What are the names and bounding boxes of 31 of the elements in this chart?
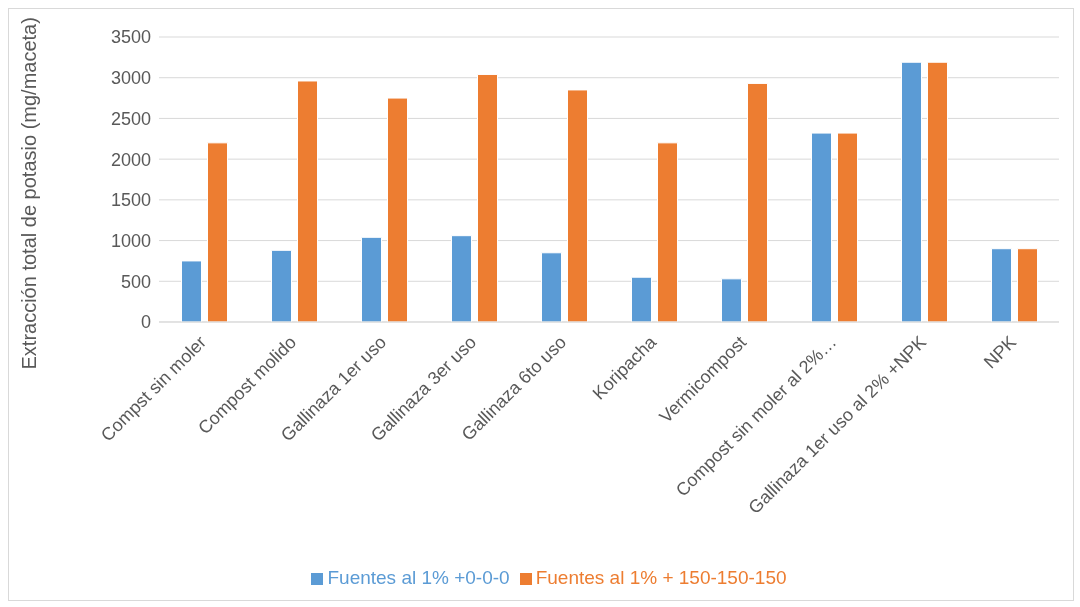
bar — [747, 82, 768, 322]
y-tick-label: 1000 — [110, 230, 151, 251]
y-tick-label: 2000 — [110, 149, 151, 170]
y-tick-label: 2500 — [110, 108, 151, 129]
bar — [181, 260, 202, 322]
bar — [657, 142, 678, 322]
bar — [297, 80, 318, 322]
bar — [811, 132, 832, 322]
bar — [541, 252, 562, 322]
bar — [271, 249, 292, 322]
bar — [991, 248, 1012, 322]
legend-label: Fuentes al 1% +0-0-0 — [327, 567, 510, 588]
bar — [477, 73, 498, 322]
bar — [901, 61, 922, 322]
bar — [207, 142, 228, 322]
bar — [387, 97, 408, 322]
bar — [721, 278, 742, 322]
y-tick-label: 3500 — [110, 27, 151, 48]
y-tick-label: 1500 — [110, 190, 151, 211]
y-tick-label: 500 — [120, 271, 151, 292]
bar — [451, 235, 472, 322]
legend-label: Fuentes al 1% + 150-150-150 — [535, 567, 787, 588]
y-tick-label: 3000 — [110, 68, 151, 89]
bar — [361, 236, 382, 322]
bar — [1017, 248, 1038, 322]
bar — [631, 276, 652, 322]
bar — [927, 61, 948, 322]
bar — [567, 89, 588, 322]
y-tick-label: 0 — [140, 312, 151, 333]
bar — [837, 132, 858, 322]
y-axis-title: Extracción total de potasio (mg/maceta) — [18, 17, 41, 370]
